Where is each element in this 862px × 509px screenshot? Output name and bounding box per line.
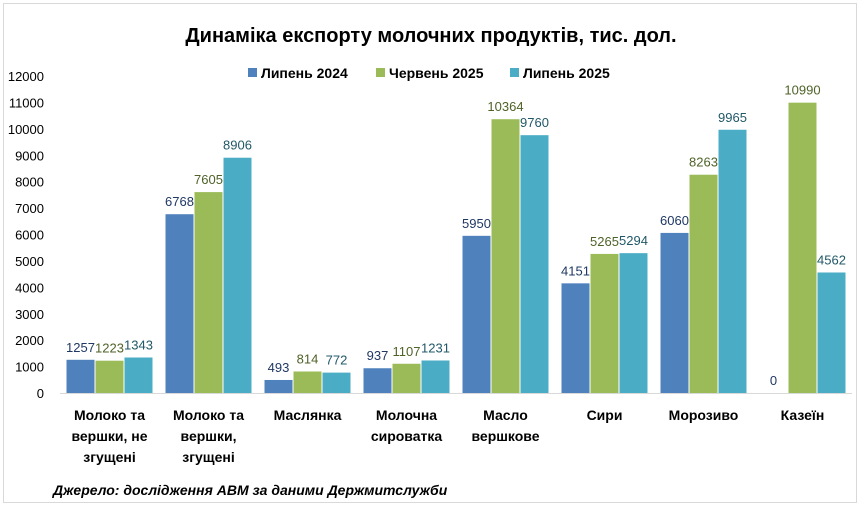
bars (66, 102, 846, 394)
y-tick-label: 10000 (8, 122, 44, 137)
data-label: 9965 (718, 110, 747, 125)
data-label: 5265 (590, 234, 619, 249)
legend-swatch (510, 68, 519, 77)
bar (124, 357, 153, 393)
bar (421, 360, 450, 393)
bar (520, 135, 549, 393)
data-label: 5294 (619, 233, 648, 248)
y-tick-label: 4000 (15, 280, 44, 295)
y-tick-label: 3000 (15, 307, 44, 322)
category-label: вершкове (471, 428, 539, 444)
data-label: 0 (770, 373, 777, 388)
y-tick-label: 1000 (15, 360, 44, 375)
category-label: вершки, не (71, 428, 147, 444)
source-note: Джерело: дослідження АВМ за даними Держм… (52, 482, 448, 498)
legend-label: Червень 2025 (389, 65, 484, 81)
bar (194, 192, 223, 393)
data-label: 4562 (817, 252, 846, 267)
data-label: 4151 (561, 263, 590, 278)
bar (66, 359, 95, 393)
y-tick-label: 7000 (15, 201, 44, 216)
category-label: Масло (483, 407, 528, 423)
bar (561, 283, 590, 393)
bar (293, 371, 322, 393)
bar (322, 372, 351, 393)
data-label: 1223 (95, 341, 124, 356)
x-axis: Молоко та вершки, не згущені Молоко та вершк… (71, 407, 824, 465)
y-tick-label: 11000 (9, 95, 44, 110)
data-label: 8263 (689, 155, 718, 170)
bar (264, 379, 293, 393)
legend-label: Липень 2024 (261, 65, 348, 81)
category-label: згущені (182, 449, 235, 465)
data-label: 6768 (165, 194, 194, 209)
y-tick-label: 8000 (15, 175, 44, 190)
bar (689, 174, 718, 393)
category-label: сироватка (371, 428, 443, 444)
bar (788, 102, 817, 393)
bar (165, 214, 194, 393)
y-tick-label: 6000 (15, 228, 44, 243)
data-label: 814 (297, 351, 319, 366)
bar (392, 363, 421, 393)
data-label: 8906 (223, 138, 252, 153)
bar (590, 253, 619, 393)
data-label: 493 (268, 360, 290, 375)
data-label: 7605 (194, 172, 223, 187)
y-tick-label: 2000 (15, 333, 44, 348)
category-label: Молоко та (173, 407, 244, 423)
y-tick-label: 5000 (15, 254, 44, 269)
chart-title: Динаміка експорту молочних продуктів, ти… (185, 25, 676, 47)
category-label: Сири (587, 407, 623, 423)
category-label: Молоко та (74, 407, 145, 423)
y-axis: 0 1000 2000 3000 4000 5000 6000 7000 8000 9000 100… (8, 69, 852, 401)
category-label: Казеїн (781, 407, 825, 423)
chart-legend: Липень 2024 Червень 2025 Липень 2025 (248, 65, 610, 81)
bar (491, 119, 520, 394)
bar (660, 232, 689, 393)
category-label: згущені (83, 449, 136, 465)
data-label: 1231 (421, 340, 450, 355)
data-label: 6060 (660, 213, 689, 228)
y-tick-label: 12000 (8, 69, 44, 84)
bar (817, 272, 846, 393)
bar (619, 253, 648, 393)
y-tick-label: 0 (37, 386, 44, 401)
bar (718, 129, 747, 393)
category-label: Маслянка (274, 407, 342, 423)
data-label: 10990 (784, 83, 820, 98)
data-label: 772 (326, 353, 348, 368)
category-label: Молочна (376, 407, 437, 423)
bar (363, 368, 392, 393)
data-label: 937 (367, 348, 389, 363)
data-label: 1107 (393, 344, 421, 359)
y-tick-label: 9000 (15, 148, 44, 163)
legend-swatch (376, 68, 385, 77)
category-label: вершки, (181, 428, 237, 444)
data-label: 10364 (487, 99, 523, 114)
data-label: 9760 (520, 115, 549, 130)
bar (462, 235, 491, 393)
data-label: 1343 (124, 338, 153, 353)
legend-swatch (248, 68, 257, 77)
data-label: 1257 (66, 340, 95, 355)
legend-label: Липень 2025 (523, 65, 610, 81)
data-label: 5950 (462, 216, 491, 231)
bar (223, 157, 252, 393)
category-label: Морозиво (669, 407, 739, 423)
bar (95, 360, 124, 393)
